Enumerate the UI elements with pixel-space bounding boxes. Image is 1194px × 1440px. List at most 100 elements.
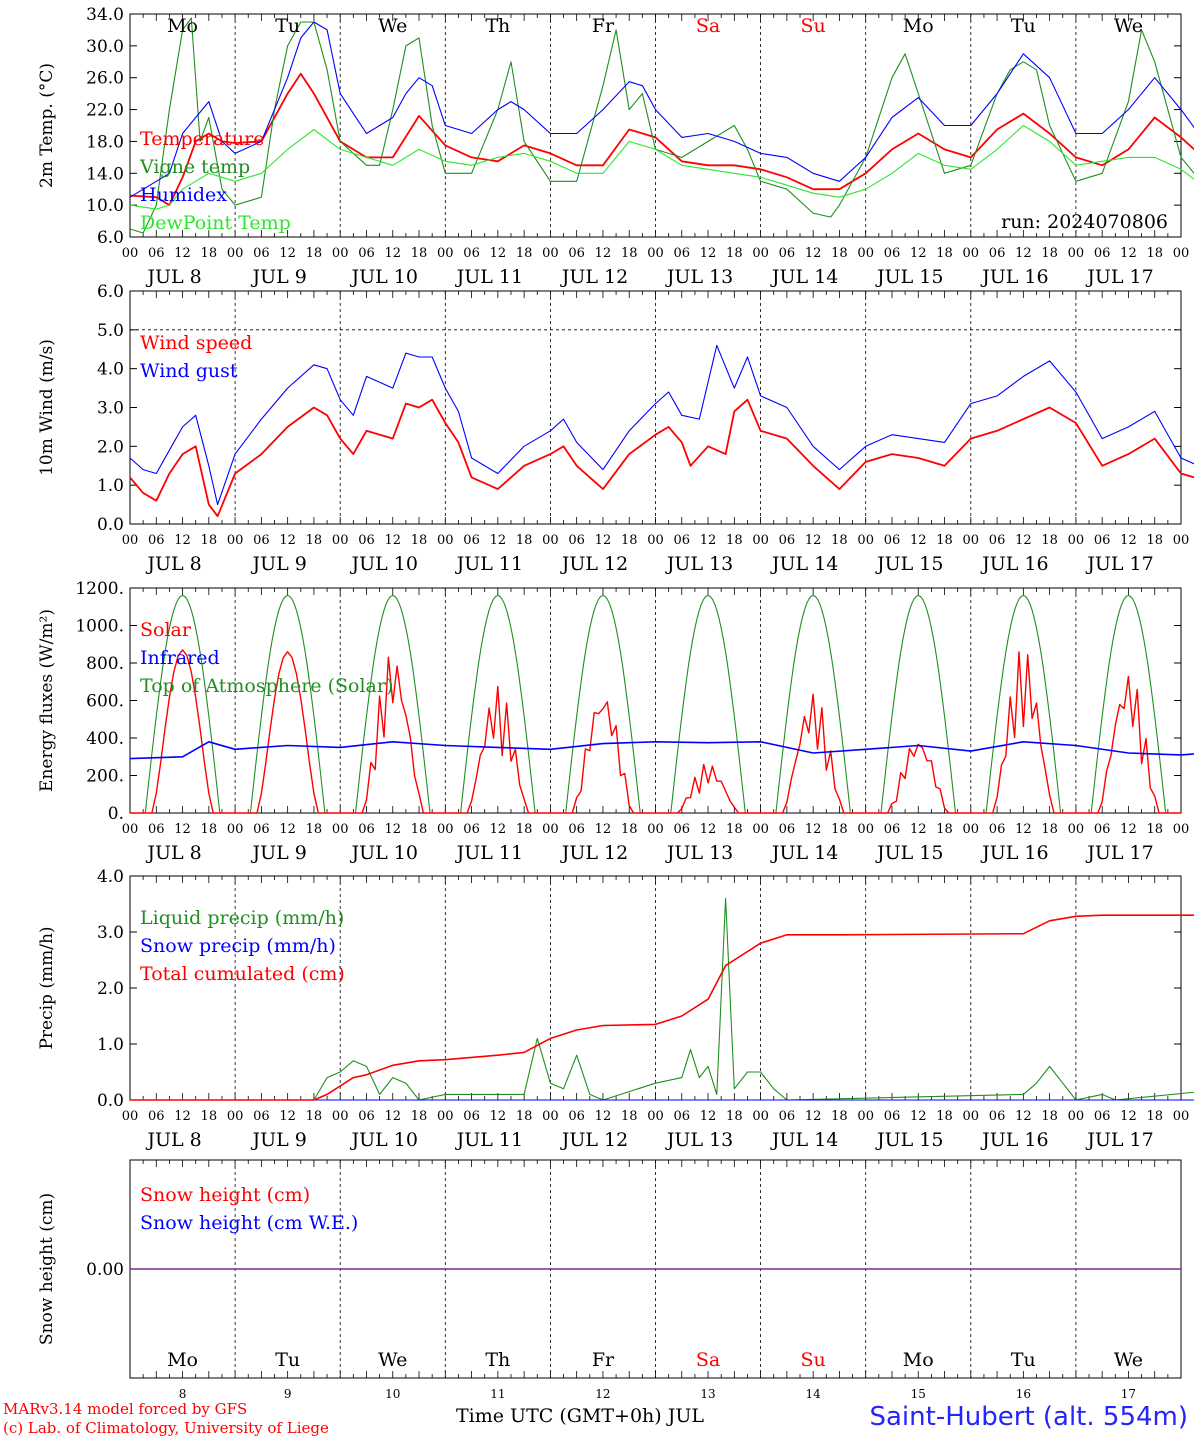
y-tick-label: 0.00 — [86, 1260, 124, 1280]
x-hour-label: 18 — [936, 1109, 953, 1124]
x-hour-label: 18 — [936, 246, 953, 261]
x-hour-label: 12 — [1015, 822, 1032, 837]
day-number-label: 16 — [1016, 1387, 1031, 1401]
x-hour-label: 12 — [490, 822, 507, 837]
x-hour-label: 00 — [542, 822, 559, 837]
day-name-label: Tu — [1011, 15, 1036, 37]
y-tick-label: 26.0 — [86, 69, 124, 89]
legend-entry: Wind gust — [140, 360, 238, 382]
day-name-label: We — [1114, 15, 1143, 37]
x-hour-label: 12 — [910, 822, 927, 837]
x-hour-label: 06 — [884, 533, 901, 548]
x-hour-label: 18 — [726, 246, 743, 261]
x-hour-label: 18 — [516, 822, 533, 837]
x-hour-label: 18 — [621, 822, 638, 837]
x-axis-title: Time UTC (GMT+0h) JUL — [456, 1405, 704, 1427]
x-hour-label: 00 — [542, 533, 559, 548]
day-name-label: Sa — [696, 1349, 720, 1371]
x-hour-label: 18 — [726, 1109, 743, 1124]
x-hour-label: 12 — [700, 1109, 717, 1124]
x-hour-label: 06 — [358, 246, 375, 261]
x-date-label: JUL 15 — [875, 842, 943, 864]
x-hour-label: 18 — [516, 246, 533, 261]
x-hour-label: 06 — [1094, 246, 1111, 261]
x-hour-label: 06 — [1094, 533, 1111, 548]
run-label: run: 2024070806 — [1001, 211, 1168, 233]
y-tick-label: 400. — [86, 729, 124, 749]
legend-entry: Liquid precip (mm/h) — [140, 907, 344, 929]
x-date-label: JUL 11 — [455, 842, 523, 864]
y-tick-label: 6.0 — [97, 282, 124, 302]
x-hour-label: 00 — [332, 822, 349, 837]
x-hour-label: 12 — [1015, 1109, 1032, 1124]
x-date-label: JUL 14 — [770, 266, 838, 288]
x-hour-label: 18 — [516, 1109, 533, 1124]
y-tick-label: 10.0 — [86, 196, 124, 216]
x-hour-label: 06 — [568, 533, 585, 548]
x-hour-label: 12 — [174, 822, 191, 837]
x-hour-label: 18 — [621, 533, 638, 548]
x-date-label: JUL 9 — [250, 1129, 306, 1151]
series-solar — [130, 649, 1181, 814]
x-hour-label: 06 — [1094, 1109, 1111, 1124]
x-hour-label: 06 — [253, 246, 270, 261]
x-hour-label: 12 — [279, 246, 296, 261]
day-name-label: Tu — [275, 1349, 300, 1371]
x-date-label: JUL 14 — [770, 1129, 838, 1151]
x-hour-label: 12 — [1120, 822, 1137, 837]
x-hour-label: 06 — [884, 1109, 901, 1124]
series-temperature — [129, 72, 1194, 207]
panel-energy: 0. 200. 400. 600. 800. 1000. 1200. Energy fluxe… — [37, 579, 1194, 864]
y-tick-label: 34.0 — [86, 5, 124, 25]
x-date-label: JUL 9 — [250, 266, 306, 288]
x-date-label: JUL 9 — [250, 842, 306, 864]
x-hour-label: 00 — [857, 533, 874, 548]
x-hour-label: 06 — [463, 246, 480, 261]
y-tick-label: 800. — [86, 654, 124, 674]
y-tick-label: 4.0 — [97, 867, 124, 887]
x-hour-label: 18 — [1146, 1109, 1163, 1124]
x-hour-label: 18 — [1146, 822, 1163, 837]
x-hour-label: 18 — [936, 822, 953, 837]
x-hour-label: 06 — [568, 246, 585, 261]
x-hour-label: 18 — [201, 1109, 218, 1124]
x-hour-label: 12 — [490, 533, 507, 548]
y-tick-label: 4.0 — [97, 360, 124, 380]
x-date-label: JUL 10 — [350, 1129, 418, 1151]
x-date-label: JUL 8 — [145, 842, 201, 864]
x-hour-label: 06 — [568, 1109, 585, 1124]
x-hour-label: 12 — [700, 822, 717, 837]
day-name-label: Tu — [275, 15, 300, 37]
x-hour-label: 06 — [779, 822, 796, 837]
x-date-label: JUL 17 — [1085, 266, 1153, 288]
lab-credit: (c) Lab. of Climatology, University of L… — [3, 1419, 329, 1437]
x-date-label: JUL 13 — [665, 266, 733, 288]
x-hour-label: 18 — [831, 1109, 848, 1124]
x-hour-label: 12 — [700, 246, 717, 261]
y-tick-label: 1.0 — [97, 1035, 124, 1055]
day-name-label: Mo — [903, 15, 934, 37]
x-hour-label: 12 — [595, 1109, 612, 1124]
x-hour-label: 00 — [122, 533, 139, 548]
y-tick-label: 30.0 — [86, 37, 124, 57]
x-date-label: JUL 11 — [455, 1129, 523, 1151]
x-hour-label: 18 — [411, 533, 428, 548]
station-label: Saint-Hubert (alt. 554m) — [869, 1402, 1188, 1432]
x-hour-label: 18 — [306, 533, 323, 548]
x-hour-label: 00 — [437, 822, 454, 837]
day-number-label: 13 — [700, 1387, 715, 1401]
y-tick-label: 1.0 — [97, 476, 124, 496]
x-hour-label: 00 — [332, 533, 349, 548]
legend-entry: Infrared — [140, 647, 220, 669]
x-hour-label: 06 — [148, 533, 165, 548]
day-name-label: Su — [801, 1349, 826, 1371]
legend-entry: Snow height (cm W.E.) — [140, 1212, 358, 1234]
x-hour-label: 18 — [306, 246, 323, 261]
x-hour-label: 00 — [857, 246, 874, 261]
x-hour-label: 00 — [1068, 1109, 1085, 1124]
x-hour-label: 00 — [437, 246, 454, 261]
x-hour-label: 06 — [989, 822, 1006, 837]
day-number-label: 14 — [806, 1387, 822, 1401]
x-date-label: JUL 9 — [250, 553, 306, 575]
